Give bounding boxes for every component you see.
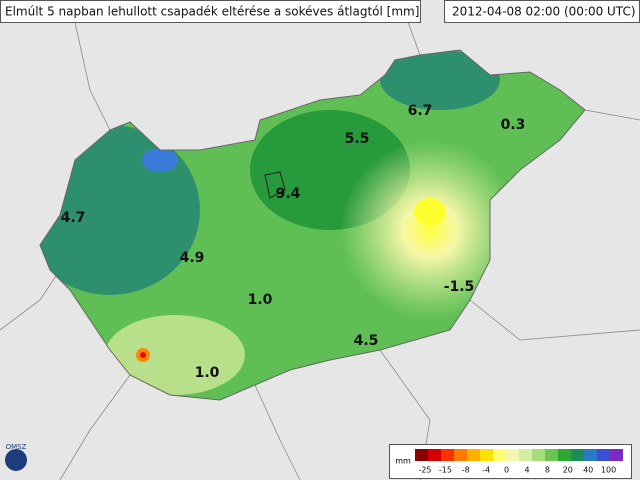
legend-swatch [571,449,584,461]
legend-tick-label: -15 [439,466,452,475]
legend-swatch [584,449,597,461]
legend-swatch [597,449,610,461]
map-value-label: 1.0 [248,292,273,308]
city-outline [264,171,286,199]
legend-swatch [467,449,480,461]
legend-swatch [428,449,441,461]
map-value-label: 4.9 [180,250,205,266]
map-value-label: 1.0 [195,365,220,381]
legend-tick-label: 0 [504,466,509,475]
legend-tick-label: 8 [545,466,550,475]
legend-unit: mm [395,457,411,466]
legend-tick-label: 20 [563,466,573,475]
legend-swatch [545,449,558,461]
map-value-label: 9.4 [276,186,301,202]
country-border [39,49,586,401]
legend-tick-label: 4 [524,466,529,475]
map-value-label: 6.7 [408,103,433,119]
legend-swatch [558,449,571,461]
title: Elmúlt 5 napban lehullott csapadék eltér… [5,5,419,19]
timestamp: 2012-04-08 02:00 (00:00 UTC) [452,5,636,19]
map-value-label: 4.5 [354,333,379,349]
legend-swatch [415,449,428,461]
logo-text: OMSZ [6,443,27,451]
map-value-label: 5.5 [345,131,370,147]
legend-swatch [519,449,532,461]
legend-swatch [480,449,493,461]
legend-tick-label: 100 [601,466,616,475]
legend-swatch [610,449,623,461]
legend-tick-label: -4 [482,466,490,475]
legend-tick-label: -25 [418,466,431,475]
map-value-label: -1.5 [444,279,475,295]
map-value-label: 4.7 [61,210,86,226]
title-box [0,0,421,23]
legend-tick-label: 40 [583,466,593,475]
legend-swatch [441,449,454,461]
legend-swatch [493,449,506,461]
legend-swatch [506,449,519,461]
map-value-label: 0.3 [501,117,526,133]
legend-tick-label: -8 [462,466,470,475]
legend-swatch [454,449,467,461]
logo-icon [5,449,27,471]
legend-swatch [532,449,545,461]
